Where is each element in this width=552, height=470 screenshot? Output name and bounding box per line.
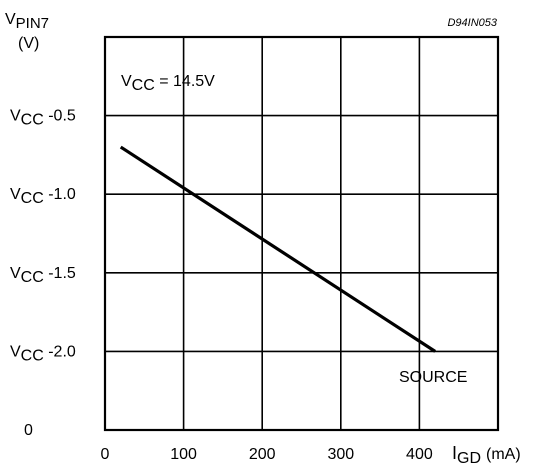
y-axis-title: VPIN7 xyxy=(5,11,49,32)
x-axis-title-sub: GD xyxy=(457,450,481,467)
x-tick-label: 300 xyxy=(327,446,354,463)
grid xyxy=(105,37,498,430)
x-axis-title-unit: (mA) xyxy=(486,446,521,463)
y-tick-main: V xyxy=(10,265,21,282)
vcc-annotation-main: V xyxy=(121,73,132,90)
y-tick-label: VCC -0.5 xyxy=(10,108,76,129)
y-tick-sub: CC xyxy=(21,190,44,207)
x-tick-label: 0 xyxy=(101,446,110,463)
y-tick-label: VCC -2.0 xyxy=(10,343,76,364)
x-tick-labels: 0 100 200 300 400 xyxy=(101,446,433,463)
vcc-annotation: VCC = 14.5V xyxy=(121,73,215,94)
y-tick-label: VCC -1.5 xyxy=(10,265,76,286)
y-tick-sub: CC xyxy=(21,269,44,286)
y-tick-main: V xyxy=(10,343,21,360)
plot-frame xyxy=(103,35,500,432)
y-tick-label: 0 xyxy=(24,422,33,439)
y-tick-value: -1.5 xyxy=(44,265,76,282)
series-line-source xyxy=(119,145,436,353)
y-tick-sub: CC xyxy=(21,112,44,129)
y-tick-value: -1.0 xyxy=(44,186,76,203)
y-tick-main: V xyxy=(10,108,21,125)
x-tick-label: 200 xyxy=(249,446,276,463)
x-axis-title: IGD (mA) xyxy=(452,443,521,467)
y-tick-label: VCC -1.0 xyxy=(10,186,76,207)
vcc-annotation-text: = 14.5V xyxy=(155,73,215,90)
y-tick-main: V xyxy=(10,186,21,203)
y-axis-title-sub: PIN7 xyxy=(16,15,49,32)
series-group xyxy=(119,145,436,353)
x-tick-label: 100 xyxy=(170,446,197,463)
y-axis-title-main: V xyxy=(5,11,16,28)
vcc-annotation-sub: CC xyxy=(132,77,155,94)
y-tick-value: -0.5 xyxy=(44,108,76,125)
y-tick-sub: CC xyxy=(21,347,44,364)
series-label-source: SOURCE xyxy=(399,369,467,386)
y-tick-value: -2.0 xyxy=(44,343,76,360)
x-axis-title-main: I xyxy=(452,443,457,463)
y-axis-unit: (V) xyxy=(18,35,39,52)
figure-code: D94IN053 xyxy=(447,17,497,29)
x-tick-label: 400 xyxy=(406,446,433,463)
